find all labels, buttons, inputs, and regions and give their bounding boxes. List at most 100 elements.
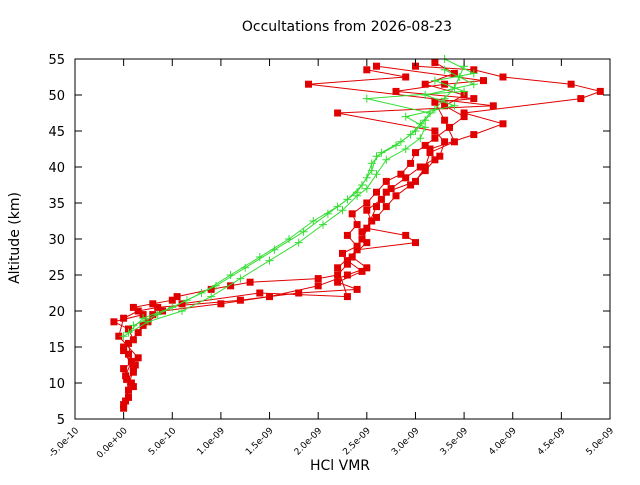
data-point (343, 260, 351, 268)
data-point (460, 113, 468, 121)
data-point (460, 109, 468, 117)
data-point (120, 347, 128, 355)
data-point (373, 188, 380, 196)
data-point (363, 66, 371, 74)
data-point (122, 372, 130, 380)
y-axis-title: Altitude (km) (7, 192, 23, 284)
data-point (470, 131, 478, 139)
data-point (387, 185, 395, 193)
data-point (363, 199, 371, 207)
data-point (217, 300, 225, 308)
data-point (450, 101, 459, 110)
y-tick-label: 30 (48, 233, 65, 248)
data-point (450, 138, 458, 146)
y-tick-label: 50 (48, 89, 65, 104)
data-point (295, 289, 303, 297)
data-point (305, 80, 312, 88)
data-point (412, 62, 419, 70)
data-point (397, 170, 405, 178)
data-point (426, 109, 434, 117)
data-point (338, 206, 347, 215)
data-point (266, 293, 273, 301)
data-point (178, 307, 186, 315)
data-point (402, 73, 410, 81)
y-tick-label: 45 (48, 125, 65, 140)
data-point (406, 130, 415, 139)
data-point (134, 354, 142, 362)
data-point (153, 310, 162, 319)
data-point (377, 148, 386, 157)
data-point (125, 386, 132, 394)
data-point (270, 245, 279, 254)
series-2 (115, 62, 604, 401)
x-tick-label: 1.0e-09 (196, 426, 228, 458)
data-point (401, 145, 410, 153)
data-point (129, 383, 137, 391)
y-tick-label: 20 (48, 305, 65, 320)
data-point (265, 256, 274, 265)
data-point (236, 296, 244, 304)
data-point (372, 152, 381, 161)
data-point (446, 123, 453, 131)
data-point (125, 393, 132, 401)
axes: 5 10 15 20 25 30 35 40 45 50 55 -5.0e-10 0.0e+00 5.0e… (47, 53, 616, 461)
data-point (334, 278, 342, 286)
x-tick-label: 2.0e-09 (293, 426, 325, 458)
data-point (353, 221, 361, 229)
data-point (348, 210, 356, 218)
data-point (294, 238, 303, 247)
data-point (134, 329, 142, 337)
data-point (353, 191, 362, 200)
data-point (129, 336, 137, 344)
x-tick-label: 4.5e-09 (536, 426, 568, 458)
data-point (363, 206, 371, 214)
data-point (173, 293, 181, 301)
data-point (120, 365, 128, 373)
x-tick-label: -5.0e-10 (47, 426, 81, 460)
data-point (362, 94, 371, 103)
y-tick-label: 55 (48, 53, 65, 68)
data-point (392, 192, 400, 200)
data-point (489, 102, 497, 110)
data-point (256, 289, 264, 297)
data-point (426, 145, 434, 153)
data-point (343, 293, 351, 301)
data-point (309, 217, 318, 225)
data-point (441, 102, 449, 110)
data-point (129, 303, 137, 311)
data-point (499, 73, 507, 81)
data-point (469, 80, 478, 89)
data-point (110, 318, 118, 326)
data-point (334, 271, 342, 279)
data-point (358, 235, 366, 243)
data-point (343, 271, 351, 279)
data-point (421, 116, 430, 125)
data-point (402, 174, 410, 182)
data-point (367, 166, 376, 175)
data-point (123, 375, 131, 383)
data-point (227, 282, 235, 290)
data-point (416, 119, 425, 128)
data-point (469, 69, 478, 78)
data-point (411, 127, 420, 135)
y-tick-label: 40 (48, 161, 65, 176)
data-point (323, 209, 332, 218)
x-tick-label: 4.0e-09 (487, 426, 519, 458)
data-point (416, 134, 425, 143)
data-point (115, 332, 123, 340)
series-3 (122, 66, 497, 391)
y-tick-label: 10 (48, 377, 65, 392)
data-point (134, 307, 142, 315)
data-point (334, 264, 342, 272)
data-point (120, 404, 128, 412)
data-point (125, 350, 132, 358)
data-point (441, 116, 449, 124)
data-point (207, 292, 216, 301)
data-point (343, 257, 351, 265)
data-point (450, 69, 458, 77)
x-tick-label: 0.0e+00 (95, 426, 130, 461)
data-point (343, 231, 351, 239)
data-point (358, 181, 366, 189)
data-series-layer (110, 55, 604, 412)
